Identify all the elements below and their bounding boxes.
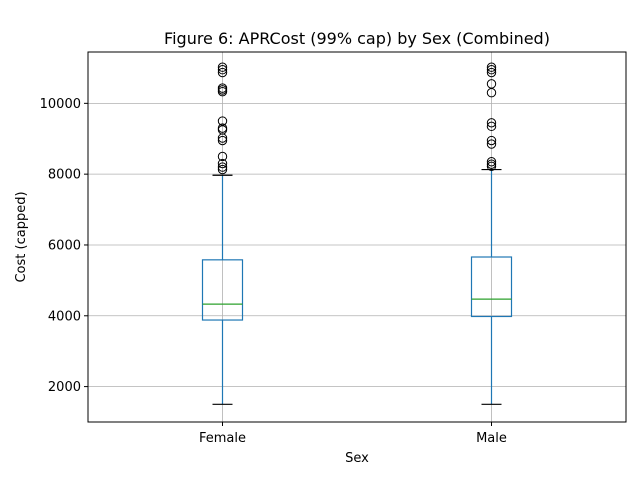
outlier-point <box>486 161 497 172</box>
outlier-point <box>217 151 228 162</box>
y-axis-ticks: 2000 4000 6000 8000 10000 <box>40 97 88 395</box>
outlier-point <box>217 162 228 172</box>
outlier-point <box>486 139 497 149</box>
y-tick-label: 4000 <box>48 309 81 324</box>
outlier-point <box>217 158 228 169</box>
outlier-point <box>217 67 228 78</box>
outlier-point <box>486 118 497 128</box>
outlier-point <box>217 116 228 126</box>
x-axis-label: Sex <box>345 451 369 466</box>
chart-title: Figure 6: APRCost (99% cap) by Sex (Comb… <box>164 29 550 48</box>
y-tick-label: 10000 <box>40 97 81 112</box>
outlier-point <box>217 135 228 146</box>
y-tick-label: 2000 <box>48 380 81 395</box>
y-axis-label: Cost (capped) <box>14 191 29 282</box>
boxes <box>201 62 513 405</box>
grid-lines <box>88 52 626 422</box>
outlier-point <box>217 123 228 133</box>
x-axis-ticks: Female Male <box>199 422 507 446</box>
outlier-point <box>486 157 497 167</box>
outlier-point <box>486 67 497 78</box>
y-tick-label: 6000 <box>48 238 81 253</box>
iqr-box <box>470 256 513 318</box>
box-male <box>470 62 513 405</box>
outlier-point <box>217 62 228 72</box>
iqr-box <box>201 259 244 321</box>
outlier-point <box>486 79 497 89</box>
x-tick-label: Male <box>476 431 507 446</box>
outlier-point <box>486 121 497 132</box>
box-female <box>201 62 244 405</box>
outlier-point <box>486 62 497 72</box>
plot-frame <box>87 51 627 423</box>
x-tick-label: Female <box>199 431 246 446</box>
y-tick-label: 8000 <box>48 168 81 183</box>
outlier-point <box>486 65 497 75</box>
outlier-point <box>486 159 497 169</box>
outlier-point <box>486 135 497 146</box>
outlier-point <box>217 83 228 93</box>
outlier-point <box>217 164 228 175</box>
outlier-point <box>217 65 228 75</box>
